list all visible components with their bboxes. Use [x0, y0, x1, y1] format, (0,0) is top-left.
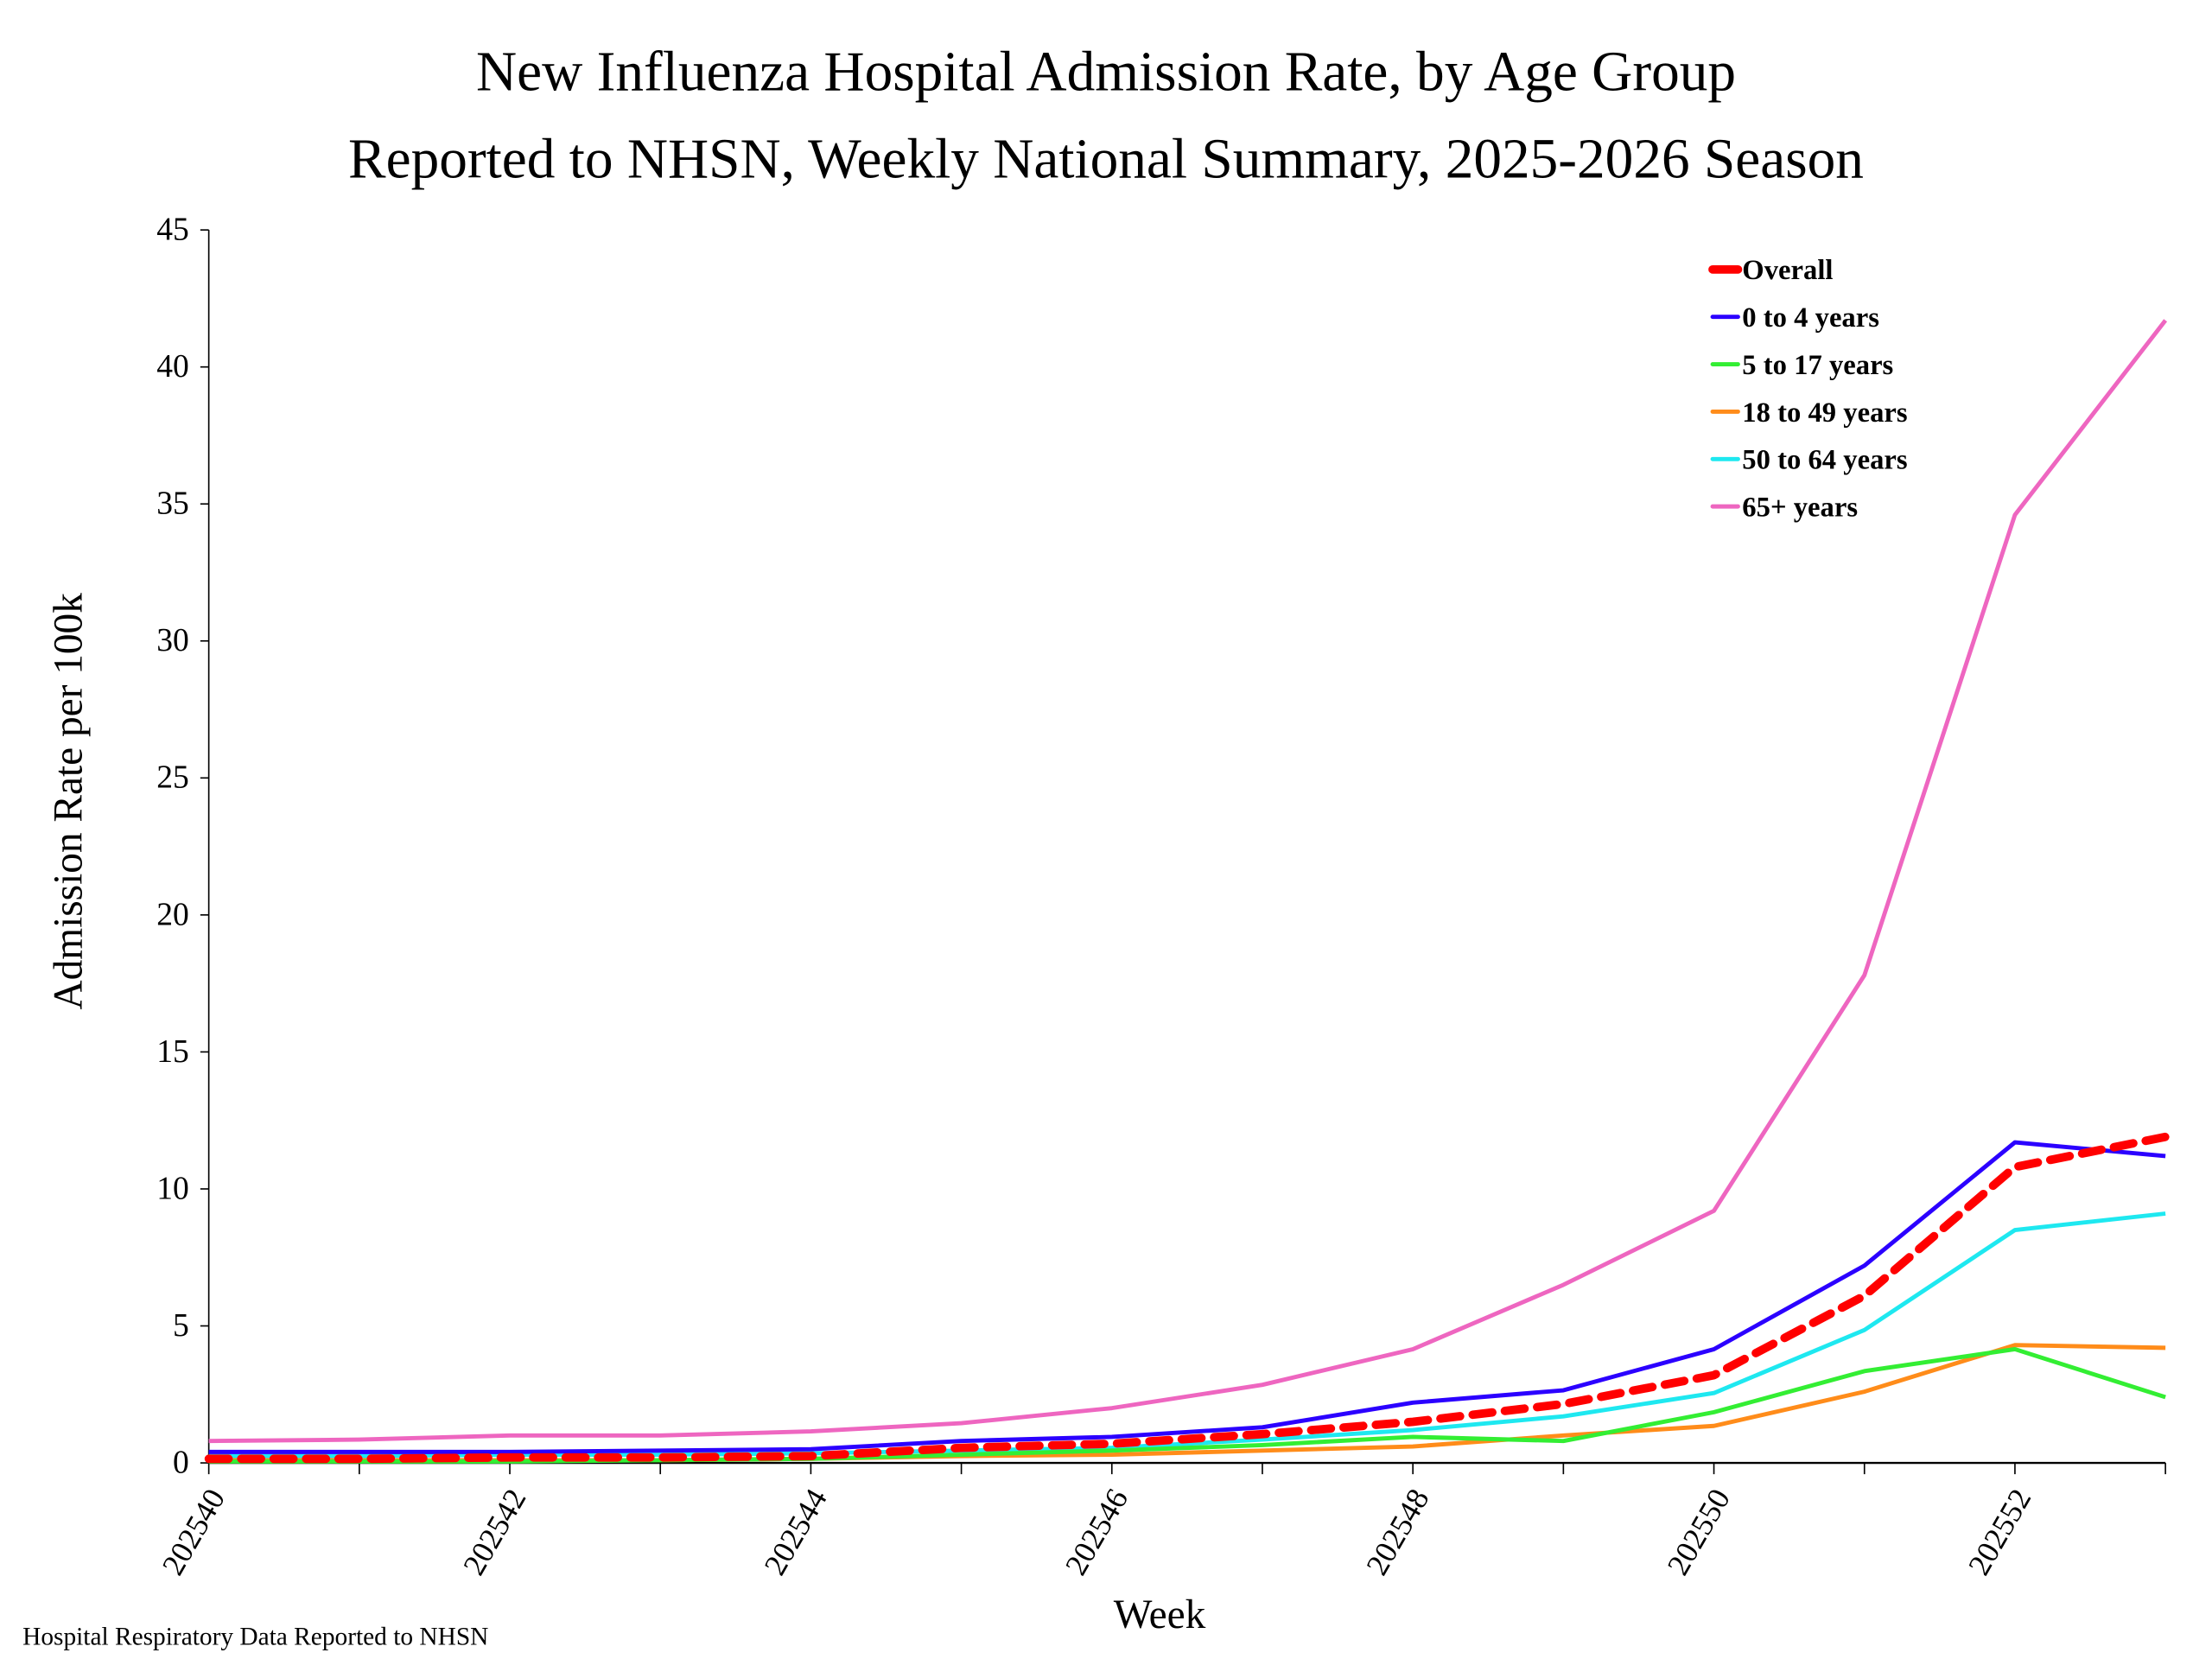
chart-subtitle: Reported to NHSN, Weekly National Summar…	[348, 129, 1864, 191]
y-axis-label: Admission Rate per 100k	[47, 593, 92, 1010]
series-line-1	[208, 1140, 2166, 1454]
x-tick-label: 202542	[456, 1483, 533, 1580]
legend-label: 50 to 64 years	[1742, 445, 1907, 476]
y-tick-label: 15	[156, 1034, 189, 1070]
x-tick-label: 202540	[156, 1483, 232, 1580]
series-line-4	[208, 1211, 2166, 1459]
x-tick-label: 202548	[1359, 1483, 1436, 1580]
y-tick-label: 20	[156, 897, 189, 932]
y-tick-label: 0	[173, 1445, 189, 1480]
chart-title: New Influenza Hospital Admission Rate, b…	[476, 41, 1736, 103]
y-tick-label: 5	[173, 1308, 189, 1344]
x-tick-label: 202550	[1661, 1483, 1738, 1580]
legend-label: Overall	[1742, 255, 1833, 286]
footnote: Hospital Respiratory Data Reported to NH…	[22, 1624, 488, 1651]
x-tick-label: 202546	[1058, 1483, 1135, 1580]
y-tick-label: 35	[156, 486, 189, 522]
legend-label: 5 to 17 years	[1742, 350, 1893, 381]
legend-label: 0 to 4 years	[1742, 302, 1879, 334]
y-tick-label: 45	[156, 213, 189, 248]
x-tick-label: 202544	[757, 1483, 834, 1580]
legend-label: 18 to 49 years	[1742, 397, 1907, 429]
series-line-0	[204, 1132, 2171, 1464]
x-tick-label: 202552	[1961, 1483, 2038, 1580]
x-axis-label: Week	[1114, 1592, 1206, 1637]
y-tick-label: 30	[156, 623, 189, 658]
y-tick-label: 40	[156, 349, 189, 385]
series-line-5	[208, 319, 2168, 1444]
legend-label: 65+ years	[1742, 493, 1858, 524]
y-tick-label: 10	[156, 1171, 189, 1206]
y-tick-label: 25	[156, 760, 189, 796]
